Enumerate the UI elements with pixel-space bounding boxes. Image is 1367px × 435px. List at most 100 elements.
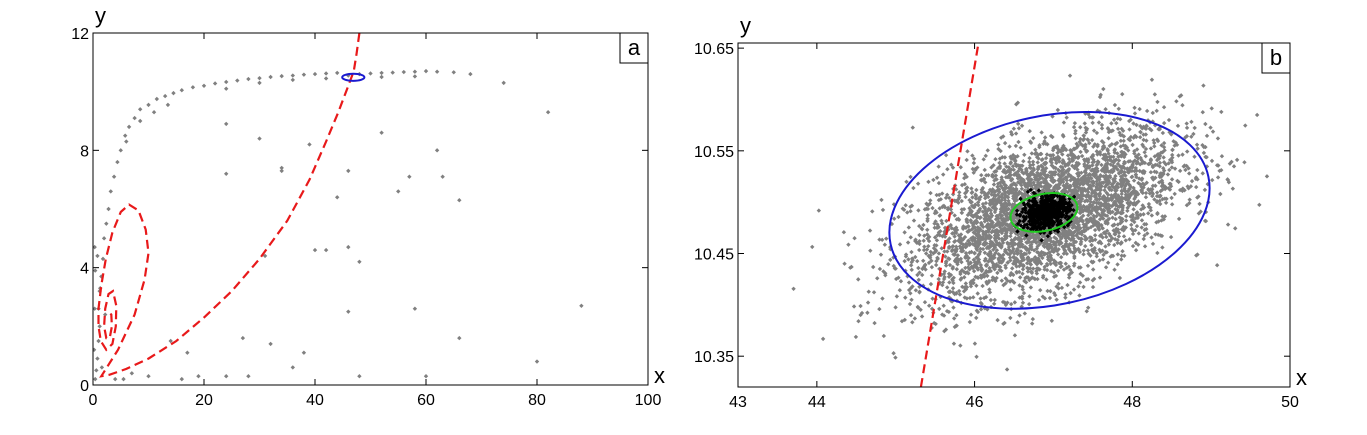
data-point [957, 190, 962, 195]
data-point [1184, 149, 1190, 154]
data-point [1016, 126, 1022, 131]
data-point [154, 96, 160, 102]
data-point [1125, 197, 1131, 203]
data-point [1022, 181, 1028, 186]
data-point [1054, 284, 1059, 289]
data-point [1066, 275, 1072, 280]
data-point [1032, 276, 1038, 282]
data-point [953, 248, 959, 253]
data-point [820, 336, 826, 342]
data-point [1110, 209, 1115, 215]
data-point [980, 246, 986, 252]
data-point [1086, 251, 1091, 256]
data-point [1114, 183, 1120, 189]
data-point [1067, 272, 1072, 278]
data-point [1006, 185, 1011, 191]
data-point [346, 168, 351, 174]
data-point [999, 230, 1005, 236]
data-point [1034, 183, 1039, 188]
data-point [1100, 147, 1105, 152]
data-point [946, 271, 952, 276]
data-point [950, 286, 956, 291]
data-point [984, 281, 990, 287]
data-point [1054, 184, 1060, 189]
data-point [1021, 264, 1026, 269]
data-point [1203, 144, 1208, 150]
data-point [988, 218, 993, 223]
data-point [934, 238, 940, 243]
core-point [1015, 229, 1020, 234]
data-point [969, 279, 974, 284]
data-point [1126, 201, 1131, 206]
data-point [947, 244, 952, 250]
data-point [1128, 200, 1133, 205]
data-point [1008, 231, 1014, 236]
data-point [1158, 193, 1163, 198]
data-point [1132, 151, 1137, 156]
data-point [1004, 367, 1010, 372]
data-point [1048, 288, 1053, 294]
data-point [1021, 252, 1026, 258]
data-point [1064, 169, 1069, 175]
data-point [137, 107, 143, 112]
data-point [1024, 261, 1030, 266]
data-point [1010, 248, 1015, 254]
data-point [1033, 147, 1038, 152]
data-point [982, 274, 987, 279]
data-point [1168, 181, 1173, 187]
data-point [858, 312, 863, 318]
data-point [810, 244, 815, 250]
data-point [971, 156, 977, 161]
data-point [1052, 290, 1057, 296]
data-point [1204, 133, 1210, 139]
data-point [1118, 138, 1124, 144]
data-point [1051, 260, 1057, 266]
core-point [1021, 200, 1026, 206]
data-point [865, 310, 870, 315]
data-point [1144, 108, 1150, 114]
data-point [913, 254, 918, 260]
data-point [1114, 188, 1119, 193]
data-point [979, 222, 984, 228]
data-point [959, 238, 965, 243]
data-point [1161, 140, 1167, 146]
data-point [1166, 161, 1171, 166]
data-point [1226, 180, 1232, 185]
data-point [1225, 177, 1231, 183]
data-point [933, 262, 939, 268]
data-point [960, 226, 966, 231]
data-point [1127, 127, 1132, 132]
data-point [1035, 152, 1041, 158]
data-point [1097, 275, 1103, 280]
data-point [1162, 148, 1167, 153]
data-point [1036, 238, 1042, 244]
data-point [1082, 158, 1088, 164]
data-point [931, 177, 936, 183]
data-point [1068, 290, 1073, 296]
data-point [1037, 242, 1042, 247]
data-point [1169, 202, 1175, 207]
core-point [1031, 190, 1037, 196]
data-point [1126, 148, 1131, 153]
data-point [1022, 311, 1028, 316]
data-point [988, 268, 993, 274]
data-point [1090, 260, 1095, 265]
data-point [1020, 242, 1025, 247]
data-point [995, 213, 1000, 219]
data-point [841, 230, 847, 235]
data-point [1121, 161, 1127, 166]
data-point [977, 197, 982, 202]
data-point [969, 227, 975, 232]
data-point [853, 334, 859, 340]
data-point [951, 316, 957, 321]
core-point [1029, 198, 1035, 204]
data-point [1109, 193, 1114, 198]
data-point [1177, 94, 1182, 99]
data-point [991, 301, 997, 307]
data-point [1099, 207, 1104, 212]
data-point [1157, 198, 1162, 204]
data-point [1161, 217, 1166, 222]
data-point [1134, 134, 1139, 140]
data-point [1026, 301, 1032, 307]
data-point [1068, 249, 1073, 254]
